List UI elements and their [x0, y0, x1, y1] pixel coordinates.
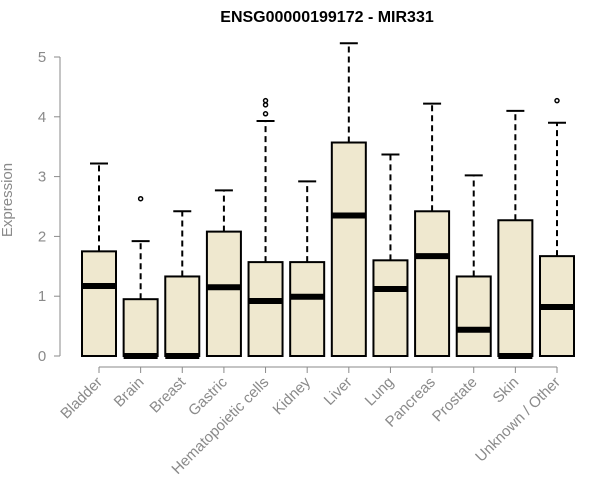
- box-rect-9: [455, 275, 492, 357]
- box-10: [497, 109, 534, 359]
- boxes-group: [81, 42, 575, 359]
- x-tick-label-7: Lung: [362, 374, 398, 410]
- box-rect-8: [414, 210, 451, 357]
- chart-title: ENSG00000199172 - MIR331: [220, 9, 434, 26]
- y-tick-label-1: 1: [38, 288, 46, 305]
- x-tick-label-2: Breast: [146, 373, 189, 416]
- box-rect-6: [330, 141, 367, 357]
- y-tick-label-4: 4: [38, 109, 46, 126]
- box-rect-3: [205, 230, 242, 357]
- box-rect-7: [372, 259, 409, 358]
- outlier-11-0: [554, 97, 560, 104]
- box-9: [455, 174, 492, 357]
- box-2: [164, 210, 201, 359]
- outlier-1-0: [137, 195, 144, 202]
- x-tick-label-0: Bladder: [57, 374, 106, 423]
- y-axis: 0 1 2 3 4 5: [38, 49, 61, 365]
- x-tick-label-9: Prostate: [429, 374, 481, 426]
- x-tick-label-1: Brain: [111, 374, 148, 411]
- box-rect-10: [497, 219, 534, 357]
- x-tick-label-6: Liver: [321, 374, 356, 409]
- outlier-4-2: [262, 97, 269, 104]
- box-rect-2: [164, 275, 201, 357]
- y-axis-label: Expression: [0, 163, 16, 237]
- box-4: [247, 97, 284, 358]
- y-tick-label-3: 3: [38, 169, 46, 186]
- box-rect-5: [289, 261, 326, 358]
- box-11: [539, 97, 575, 357]
- box-0: [81, 162, 117, 358]
- outlier-4-0: [262, 111, 269, 117]
- box-rect-1: [122, 298, 159, 358]
- box-1: [122, 195, 159, 359]
- box-7: [372, 153, 409, 358]
- y-tick-label-5: 5: [38, 49, 46, 66]
- y-tick-label-2: 2: [38, 228, 46, 245]
- x-tick-label-5: Kidney: [270, 373, 315, 418]
- box-8: [414, 102, 451, 357]
- box-3: [205, 189, 242, 357]
- outlier-4-1: [262, 102, 269, 108]
- x-tick-label-10: Skin: [490, 374, 523, 407]
- box-5: [289, 180, 326, 358]
- box-rect-4: [247, 261, 284, 358]
- box-rect-0: [81, 250, 117, 358]
- box-6: [330, 42, 367, 357]
- y-tick-label-0: 0: [38, 348, 46, 365]
